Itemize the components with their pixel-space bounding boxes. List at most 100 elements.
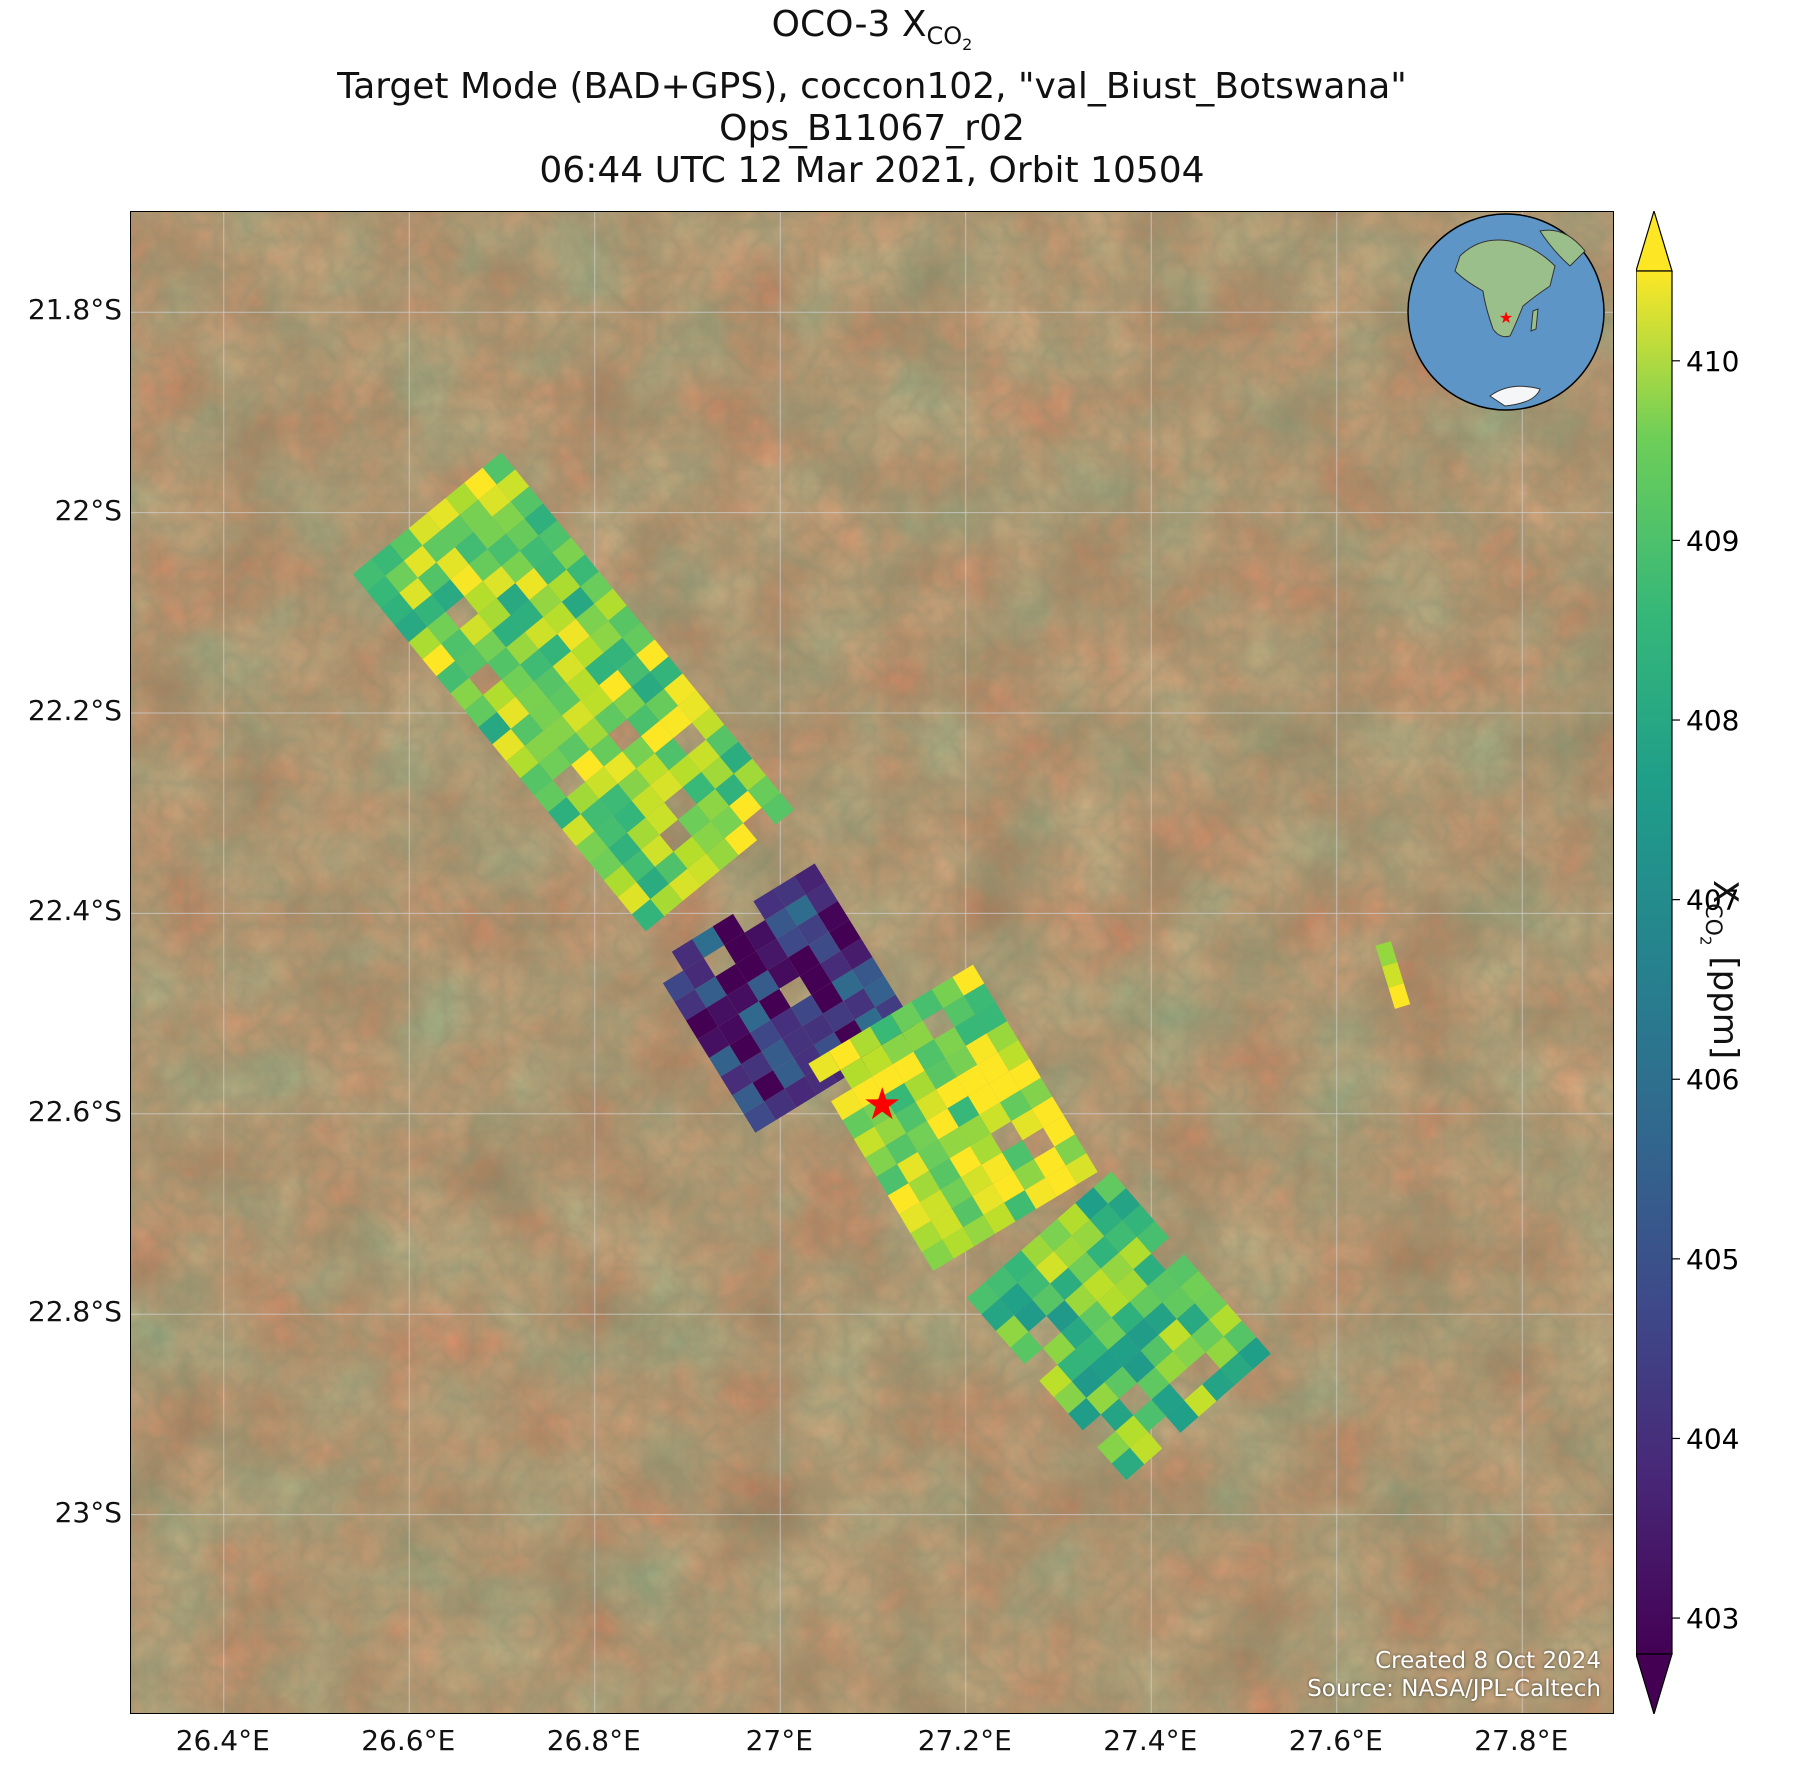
xco2-footprint [501,664,534,697]
xco2-footprint [631,899,665,932]
xco2-footprint [1382,962,1404,988]
xco2-footprint [1032,1283,1065,1316]
xco2-footprint [851,1076,884,1108]
xco2-footprint [1065,1153,1098,1185]
xco2-footprint [580,685,613,718]
xco2-footprint [765,907,797,939]
xco2-footprint [576,831,609,864]
credit-source: Source: NASA/JPL-Caltech [1307,1676,1601,1702]
xco2-footprint [761,792,795,825]
xco2-footprint [904,1070,937,1102]
map-area: ★ Created 8 Oct 2024 Source: NASA/JPL-Ca… [130,211,1614,1714]
xco2-footprint [594,588,627,621]
xco2-footprint [981,1152,1014,1184]
xco2-footprint [1173,1335,1206,1368]
xco2-footprint [1137,1367,1170,1400]
xco2-footprint [1057,1203,1090,1236]
xco2-footprint [788,944,821,977]
xco2-footprint [422,530,455,563]
xco2-footprint [566,554,599,587]
xco2-footprint [687,853,720,886]
xco2-footprint [473,630,507,663]
xco2-footprint [622,736,655,769]
chart-title: OCO-3 XCO2 Target Mode (BAD+GPS), coccon… [130,4,1614,192]
xco2-footprint [408,513,441,546]
xco2-footprint [436,547,469,580]
xco2-footprint [678,690,711,723]
xco2-footprint [594,815,627,849]
xco2-footprint [613,800,646,833]
xco2-footprint [831,1088,863,1121]
lon-tick-label: 27.8°E [1474,1724,1569,1757]
xco2-footprint [1010,1331,1043,1365]
globe-arabia [1539,229,1586,267]
xco2-footprint [1079,1301,1112,1334]
xco2-footprint [608,832,641,866]
xco2-footprint [1115,1269,1148,1302]
xco2-footprint [640,721,674,754]
globe-antarctica [1489,385,1541,407]
xco2-footprint [963,983,996,1015]
xco2-footprint [724,932,757,964]
xco2-footprint [529,698,562,731]
xco2-footprint [968,1083,1000,1115]
colorbar-tick-label: 407 [1686,884,1739,917]
xco2-footprint [756,938,789,971]
xco2-footprint [732,1082,765,1115]
colorbar-label: XCO2 [ppm] [1696,880,1745,1060]
xco2-footprint [538,634,572,667]
xco2-footprint [352,558,386,592]
xco2-footprint [726,982,759,1014]
xco2-footprint [811,982,844,1014]
xco2-footprint [942,1227,975,1259]
xco2-footprint [921,1239,954,1271]
xco2-footprint [764,1088,797,1121]
xco2-footprint [960,1164,993,1197]
xco2-footprint [767,957,800,989]
xco2-footprint [455,645,488,678]
xco2-footprint [687,739,720,772]
xco2-footprint [1057,1349,1090,1382]
xco2-footprint [673,836,706,869]
xco2-footprint [1020,1077,1053,1109]
xco2-footprint [1104,1366,1137,1399]
xco2-footprint [1043,1115,1075,1147]
lon-tick-label: 26.6°E [361,1724,456,1757]
xco2-footprint [519,535,553,568]
xco2-footprint [829,919,861,951]
xco2-footprint [1061,1316,1094,1350]
xco2-footprint [911,989,944,1021]
xco2-footprint [706,995,739,1027]
xco2-footprint [487,533,520,567]
xco2-footprint [853,1126,886,1158]
lat-tick-label: 22.6°S [27,1094,122,1128]
xco2-footprint [1100,1398,1134,1432]
xco2-footprint [840,1057,873,1089]
xco2-footprint [799,963,832,995]
xco2-footprint [645,802,679,835]
xco2-footprint [1097,1431,1130,1464]
xco2-footprint [478,598,511,631]
xco2-footprint [626,704,660,737]
xco2-footprint [735,951,768,983]
xco2-footprint [603,751,637,784]
xco2-footprint [929,1158,961,1190]
xco2-footprint [709,1045,742,1077]
xco2-footprint [738,1001,771,1033]
colorbar-extend-max [1636,211,1673,272]
xco2-footprint [1388,983,1411,1009]
xco2-footprint [940,1177,973,1209]
xco2-footprint [510,486,544,519]
colorbar-gradient [1636,270,1673,1655]
colorbar-tick-label: 405 [1686,1243,1739,1276]
xco2-footprint [668,755,702,788]
xco2-footprint [802,1013,835,1045]
xco2-footprint [1053,1235,1087,1268]
xco2-footprint [997,1040,1030,1072]
xco2-footprint [1151,1383,1184,1417]
xco2-footprint [492,729,525,762]
xco2-footprint [1039,1218,1072,1252]
xco2-footprint [749,1020,782,1052]
xco2-footprint [1162,1286,1195,1319]
title-line-4: 06:44 UTC 12 Mar 2021, Orbit 10504 [539,149,1205,191]
